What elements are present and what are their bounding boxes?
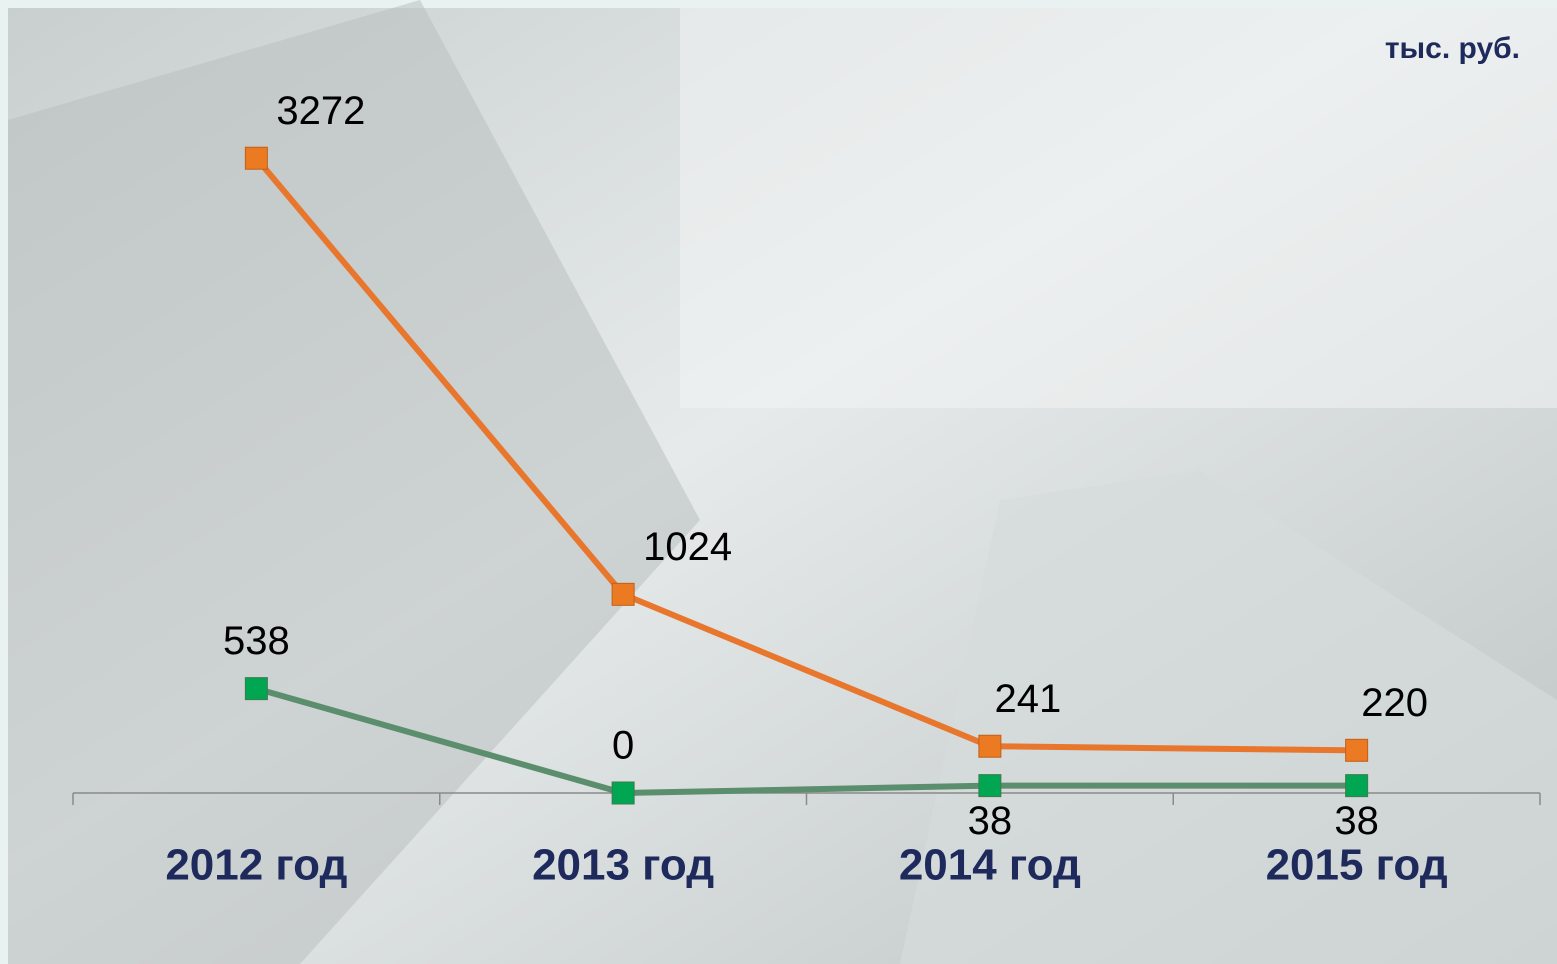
chart: тыс. руб. 2012 год 2013 год 2014 год 2015 г… — [0, 0, 1557, 964]
point-marker — [1346, 739, 1368, 761]
point-marker — [979, 735, 1001, 757]
data-label: 38 — [968, 799, 1013, 843]
x-tick-label: 2012 год — [165, 841, 347, 890]
x-tick-label: 2015 год — [1266, 841, 1448, 890]
data-label: 3272 — [276, 89, 365, 133]
x-tick-label: 2013 год — [532, 841, 714, 890]
unit-label: тыс. руб. — [1385, 32, 1520, 65]
paper-shape — [680, 8, 1557, 408]
data-label: 220 — [1361, 681, 1428, 725]
data-label: 38 — [1334, 799, 1379, 843]
data-label: 0 — [612, 724, 634, 768]
point-marker — [979, 775, 1001, 797]
data-label: 538 — [223, 619, 290, 663]
data-label: 241 — [995, 677, 1062, 721]
point-marker — [245, 147, 267, 169]
point-marker — [612, 782, 634, 804]
point-marker — [612, 583, 634, 605]
x-tick-label: 2014 год — [899, 841, 1081, 890]
point-marker — [245, 678, 267, 700]
point-marker — [1346, 775, 1368, 797]
data-label: 1024 — [643, 525, 732, 569]
